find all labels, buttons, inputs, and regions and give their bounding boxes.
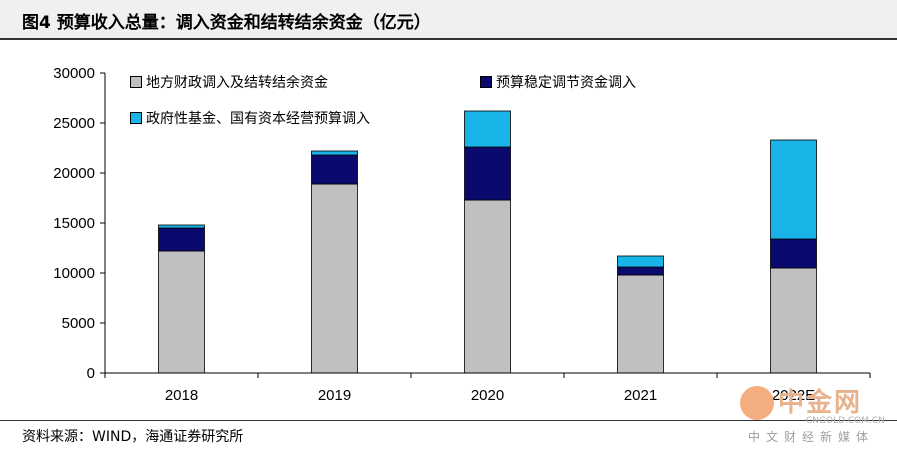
bar-segment-2021-s1 xyxy=(617,274,664,374)
legend-swatch-2 xyxy=(480,76,492,88)
legend-label-2: 预算稳定调节资金调入 xyxy=(496,75,636,91)
watermark-url: CNGOLD.COM.CN xyxy=(806,416,885,426)
bar-segment-2021-s2 xyxy=(617,266,664,276)
bar-segment-2018-s1 xyxy=(158,250,205,374)
x-tick-label: 2020 xyxy=(471,387,504,404)
bar-segment-2022E-s1 xyxy=(770,267,817,374)
bar-segment-2020-s3 xyxy=(464,110,511,148)
chart-title: 图4 预算收入总量：调入资金和结转结余资金（亿元） xyxy=(22,13,431,33)
source-note: 资料来源：WIND，海通证券研究所 xyxy=(22,429,244,445)
watermark: 中金网 CNGOLD.COM.CN 中文财经新媒体 xyxy=(740,380,890,450)
y-tick-label: 30000 xyxy=(53,65,95,82)
legend-item-3: 政府性基金、国有资本经营预算调入 xyxy=(130,108,370,128)
legend-swatch-3 xyxy=(130,112,142,124)
x-tick-label: 2021 xyxy=(624,387,657,404)
x-tick-label: 2018 xyxy=(165,387,198,404)
bar-segment-2018-s3 xyxy=(158,224,205,229)
y-tick-label: 20000 xyxy=(53,165,95,182)
bar-segment-2020-s2 xyxy=(464,146,511,201)
legend-item-2: 预算稳定调节资金调入 xyxy=(480,72,636,92)
footer-rule xyxy=(0,420,897,421)
bar-segment-2020-s1 xyxy=(464,199,511,374)
y-tick-label: 5000 xyxy=(62,315,95,332)
y-tick-label: 25000 xyxy=(53,115,95,132)
bar-segment-2019-s2 xyxy=(311,154,358,185)
y-tick-label: 10000 xyxy=(53,265,95,282)
bar-segment-2019-s1 xyxy=(311,183,358,374)
legend-item-1: 地方财政调入及结转结余资金 xyxy=(130,72,328,92)
bar-segment-2018-s2 xyxy=(158,227,205,252)
title-bar: 图4 预算收入总量：调入资金和结转结余资金（亿元） xyxy=(0,0,897,40)
watermark-logo-icon xyxy=(740,386,774,420)
legend-label-1: 地方财政调入及结转结余资金 xyxy=(146,75,328,91)
bar-segment-2019-s3 xyxy=(311,150,358,156)
legend-swatch-1 xyxy=(130,76,142,88)
watermark-text: 中金网 xyxy=(778,388,863,418)
legend-label-3: 政府性基金、国有资本经营预算调入 xyxy=(146,111,370,127)
bar-segment-2022E-s3 xyxy=(770,139,817,240)
watermark-subtitle: 中文财经新媒体 xyxy=(748,430,875,444)
y-tick-label: 0 xyxy=(87,365,95,382)
bar-segment-2021-s3 xyxy=(617,255,664,268)
x-tick-label: 2022E xyxy=(772,387,815,404)
x-tick-label: 2019 xyxy=(318,387,351,404)
y-tick-label: 15000 xyxy=(53,215,95,232)
bar-segment-2022E-s2 xyxy=(770,238,817,269)
